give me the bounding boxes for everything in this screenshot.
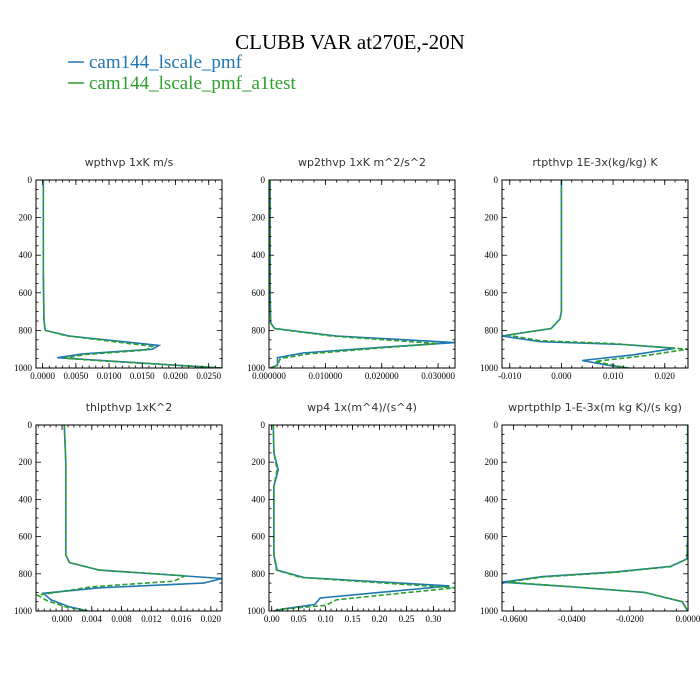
x-tick-label: 0.15 [345, 614, 361, 624]
x-tick-label: 0.0250 [196, 371, 221, 381]
x-tick-label: 0.000 [52, 614, 73, 624]
y-tick-label: 400 [485, 494, 499, 504]
panel-2: wp2thvp 1xK m^2/s^2 0 200 400 600 800 10000.00… [247, 156, 456, 381]
x-tick-label: 0.030000 [421, 371, 455, 381]
y-tick-label: 600 [252, 532, 266, 542]
x-tick-label: 0.016 [171, 614, 192, 624]
x-tick-label: 0.020 [201, 614, 222, 624]
x-tick-label: 0.30 [426, 614, 442, 624]
y-tick-label: 400 [252, 250, 266, 260]
series-line-2 [507, 425, 688, 611]
x-tick-label: -0.0400 [558, 614, 586, 624]
panel-3: rtpthvp 1E-3x(kg/kg) K 0 200 400 600 800 1000-… [480, 156, 689, 381]
y-tick-label: 1000 [480, 363, 499, 373]
series-line-1 [502, 180, 676, 368]
series-line-2 [269, 180, 439, 368]
panel-6: wprtpthlp 1-E-3x(m kg K)/(s kg) 0 200 400 60… [480, 401, 700, 624]
y-tick-label: 1000 [247, 606, 266, 616]
panel-title: wp2thvp 1xK m^2/s^2 [298, 156, 426, 169]
y-tick-label: 0 [261, 175, 266, 185]
x-tick-label: 0.0000 [30, 371, 55, 381]
y-tick-label: 200 [252, 457, 266, 467]
x-tick-label: 0.020000 [365, 371, 399, 381]
y-tick-label: 200 [19, 457, 33, 467]
y-tick-label: 800 [252, 569, 266, 579]
y-tick-label: 0 [494, 175, 499, 185]
y-tick-label: 0 [261, 420, 266, 430]
x-tick-label: 0.010000 [308, 371, 342, 381]
x-tick-label: 0.000 [551, 371, 572, 381]
x-tick-label: -0.010 [498, 371, 522, 381]
y-tick-label: 0 [28, 175, 33, 185]
y-tick-label: 1000 [14, 363, 33, 373]
legend-label-2: cam144_lscale_pmf_a1test [89, 73, 297, 94]
x-tick-label: 0.0150 [130, 371, 155, 381]
y-tick-label: 800 [485, 569, 499, 579]
y-tick-label: 200 [19, 213, 33, 223]
x-tick-label: 0.00 [264, 614, 280, 624]
y-tick-label: 600 [485, 532, 499, 542]
x-tick-label: -0.0200 [616, 614, 644, 624]
y-tick-label: 400 [252, 494, 266, 504]
x-tick-label: 0.008 [111, 614, 132, 624]
x-tick-label: 0.004 [82, 614, 103, 624]
panel-title: rtpthvp 1E-3x(kg/kg) K [532, 156, 658, 169]
series-line-2 [36, 425, 186, 611]
y-tick-label: 800 [19, 325, 33, 335]
panel-4: thlpthvp 1xK^2 0 200 400 600 800 1000 0.000 0.00… [14, 401, 223, 624]
x-tick-label: 0.0200 [163, 371, 188, 381]
panel-title: wprtpthlp 1-E-3x(m kg K)/(s kg) [508, 401, 682, 414]
x-tick-label: 0.10 [318, 614, 334, 624]
x-tick-label: 0.010 [603, 371, 624, 381]
y-tick-label: 1000 [14, 606, 33, 616]
y-tick-label: 400 [19, 494, 33, 504]
x-tick-label: 0.0050 [63, 371, 88, 381]
plot-frame [268, 179, 456, 369]
panel-title: wp4 1x(m^4)/(s^4) [307, 401, 417, 414]
x-tick-label: 0.0100 [97, 371, 122, 381]
x-tick-label: 0.25 [399, 614, 415, 624]
y-tick-label: 1000 [480, 606, 499, 616]
plot-frame [268, 424, 456, 612]
x-tick-label: 0.05 [291, 614, 307, 624]
panel-title: wpthvp 1xK m/s [85, 156, 174, 169]
y-tick-label: 600 [252, 288, 266, 298]
y-tick-label: 800 [252, 325, 266, 335]
panel-title: thlpthvp 1xK^2 [86, 401, 173, 414]
y-tick-label: 0 [28, 420, 33, 430]
series-line-1 [42, 180, 222, 368]
y-tick-label: 400 [485, 250, 499, 260]
series-line-2 [42, 180, 222, 368]
y-tick-label: 800 [485, 325, 499, 335]
y-tick-label: 600 [19, 532, 33, 542]
legend: cam144_lscale_pmf cam144_lscale_pmf_a1te… [68, 52, 297, 94]
y-tick-label: 400 [19, 250, 33, 260]
y-tick-label: 600 [19, 288, 33, 298]
y-tick-label: 200 [252, 213, 266, 223]
panel-1: wpthvp 1xK m/s 0 200 400 600 800 10000.0000 0.0… [14, 156, 223, 381]
y-tick-label: 1000 [247, 363, 266, 373]
plot-frame [35, 179, 223, 369]
legend-label-1: cam144_lscale_pmf [89, 52, 243, 73]
panel-5: wp4 1x(m^4)/(s^4) 0 200 400 600 800 10000.00 0.… [247, 401, 456, 624]
x-tick-label: -0.0600 [500, 614, 528, 624]
series-line-1 [41, 425, 222, 611]
y-tick-label: 0 [494, 420, 499, 430]
x-tick-label: 0.000000 [252, 371, 286, 381]
figure-title: CLUBB VAR at270E,-20N [235, 30, 465, 54]
x-tick-label: 0.0000 [676, 614, 700, 624]
series-line-2 [272, 425, 455, 611]
y-tick-label: 800 [19, 569, 33, 579]
series-line-2 [507, 180, 688, 368]
series-line-1 [269, 180, 455, 368]
series-line-1 [272, 425, 450, 611]
y-tick-label: 600 [485, 288, 499, 298]
y-tick-label: 200 [485, 213, 499, 223]
x-tick-label: 0.20 [372, 614, 388, 624]
y-tick-label: 200 [485, 457, 499, 467]
x-tick-label: 0.012 [141, 614, 161, 624]
x-tick-label: 0.020 [655, 371, 676, 381]
